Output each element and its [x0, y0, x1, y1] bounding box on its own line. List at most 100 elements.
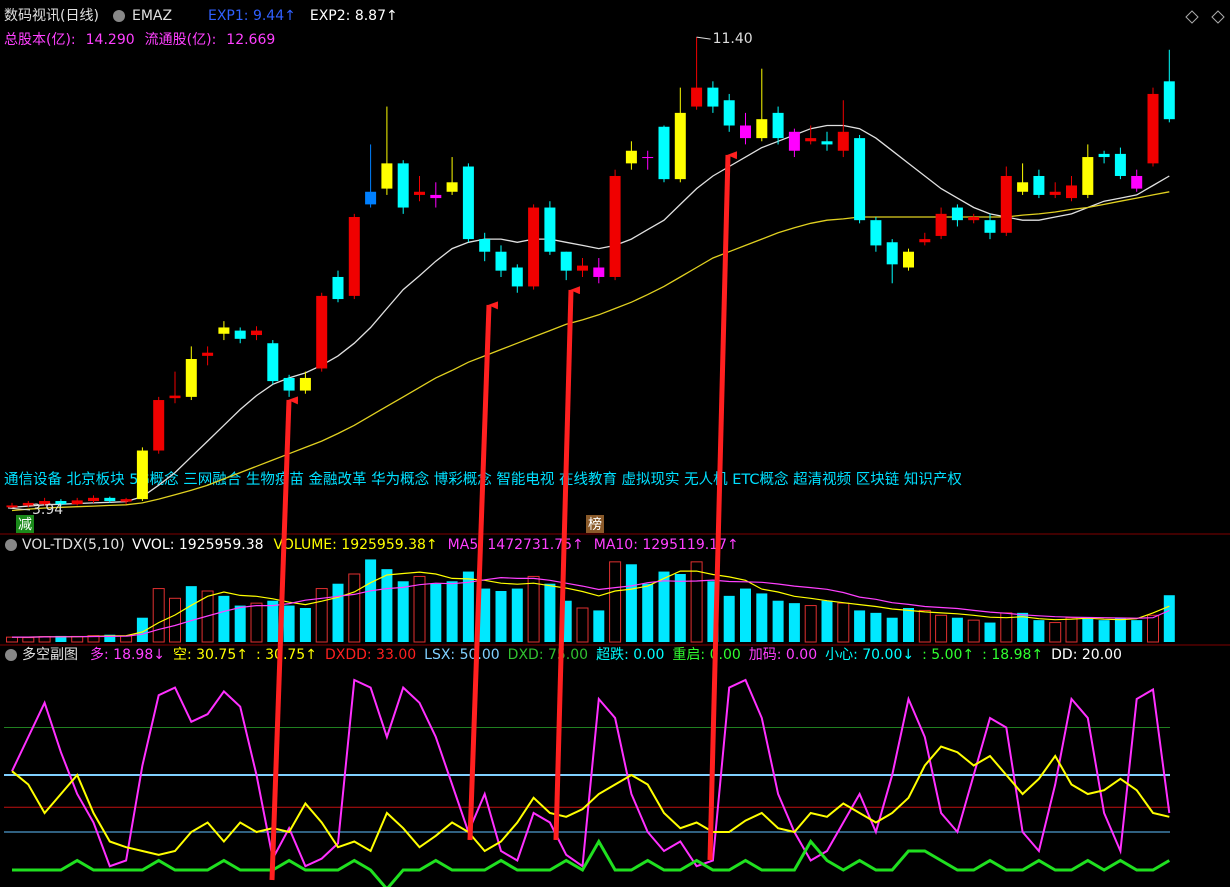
low-label: 3.94 [32, 502, 63, 518]
volume-bar [560, 600, 572, 642]
candle-body [805, 138, 817, 142]
badge-text: 榜 [588, 516, 602, 533]
candle-body [55, 501, 67, 505]
candle-body [1082, 157, 1094, 195]
volume-bar [397, 581, 409, 642]
candle-body [1000, 175, 1012, 233]
candle-body [674, 112, 686, 180]
candle-body [772, 112, 784, 139]
volume-bar [55, 635, 67, 642]
volume-bar [740, 588, 751, 642]
volume-bar [625, 564, 637, 642]
badge-text: 减 [18, 517, 32, 533]
volume-bar [821, 600, 833, 642]
indicator-line [12, 838, 1171, 887]
volume-bar [1049, 622, 1062, 643]
volume-bar [854, 610, 866, 642]
ma-line [11, 124, 1170, 508]
high-pointer [696, 36, 711, 40]
volume-bar [1147, 614, 1159, 643]
menu-icon[interactable] [1211, 10, 1225, 24]
volume-bar [185, 586, 197, 642]
ma-line [11, 191, 1170, 512]
candle-body [1017, 182, 1029, 192]
header-value: : 5.00↑ [922, 647, 974, 663]
volume-bar [918, 609, 931, 643]
annotation-arrow [553, 286, 581, 841]
menu-icon[interactable] [1185, 10, 1199, 24]
header-value: EXP1: 9.44↑ [208, 8, 296, 24]
header-value: 小心: 70.00↓ [825, 647, 914, 663]
candle-body [234, 330, 246, 339]
candle-body [1033, 175, 1045, 195]
candle-body [218, 327, 230, 334]
candle-body [136, 450, 148, 500]
volume-bar [152, 588, 165, 643]
annotation-arrow [707, 151, 738, 861]
candle-body [821, 141, 833, 145]
candle-body [316, 295, 328, 369]
header-value: MA10: 1295119.17↑ [594, 537, 739, 553]
candle-body [560, 251, 572, 271]
candle-body [707, 87, 719, 107]
volume-bar [642, 583, 654, 642]
candle-body [251, 330, 262, 336]
header-value: VVOL: 1925959.38 [132, 537, 264, 553]
volume-bar [299, 608, 311, 642]
indicator-name: EMAZ [132, 8, 172, 24]
header-value: 加码: 0.00 [749, 647, 817, 663]
candle-body [6, 505, 18, 508]
volume-bar [430, 583, 442, 642]
candle-body [267, 343, 279, 382]
candle-body [414, 191, 425, 195]
candle-body [854, 138, 866, 221]
big-arrows [269, 151, 738, 881]
candle-body [740, 125, 751, 139]
candle-body [365, 191, 377, 205]
candle-body [299, 377, 311, 391]
volume-ma-line [12, 570, 1170, 638]
volume-bar [804, 605, 817, 643]
candle-body [39, 501, 51, 505]
candle-body [104, 497, 116, 502]
volume-bar [903, 608, 914, 642]
candle-body [120, 499, 132, 502]
volume-bar [1017, 612, 1029, 642]
header-value: VOLUME: 1925959.38↑ [274, 537, 438, 553]
candle-body [756, 119, 768, 139]
dropdown-icon[interactable] [5, 539, 17, 551]
header-value: 多: 18.98↓ [90, 646, 165, 663]
stock-title: 数码视讯(日线) [4, 8, 99, 24]
candle-body [381, 163, 393, 189]
header-value: : 18.98↑ [982, 647, 1043, 663]
volume-bar [267, 600, 279, 642]
candle-body [397, 163, 409, 208]
volume-ma-line [12, 576, 1170, 638]
header-value: 超跌: 0.00 [596, 647, 664, 663]
header-value: EXP2: 8.87↑ [310, 8, 398, 24]
candle-body [788, 131, 800, 151]
candle-body [446, 182, 458, 192]
volume-bar [315, 588, 328, 643]
volume-bar [527, 575, 540, 643]
dropdown-icon[interactable] [113, 10, 125, 22]
candle-body [951, 207, 963, 221]
volume-bar [723, 595, 735, 642]
panel-title: VOL-TDX(5,10) [22, 537, 125, 553]
candle-body [1098, 153, 1110, 158]
header-value: DXD: 75.00 [508, 647, 588, 663]
dropdown-icon[interactable] [5, 649, 17, 661]
candle-body [1066, 185, 1077, 199]
header-value: DXDD: 33.00 [325, 647, 416, 663]
volume-bar [935, 614, 948, 643]
indicator-line [11, 745, 1170, 856]
candle-body [544, 207, 556, 252]
volume-bar [674, 574, 686, 642]
header-value: 14.290 [86, 32, 135, 48]
volume-bar [707, 581, 719, 642]
header-value: : 30.75↑ [256, 647, 317, 663]
candle-body [1049, 191, 1061, 195]
